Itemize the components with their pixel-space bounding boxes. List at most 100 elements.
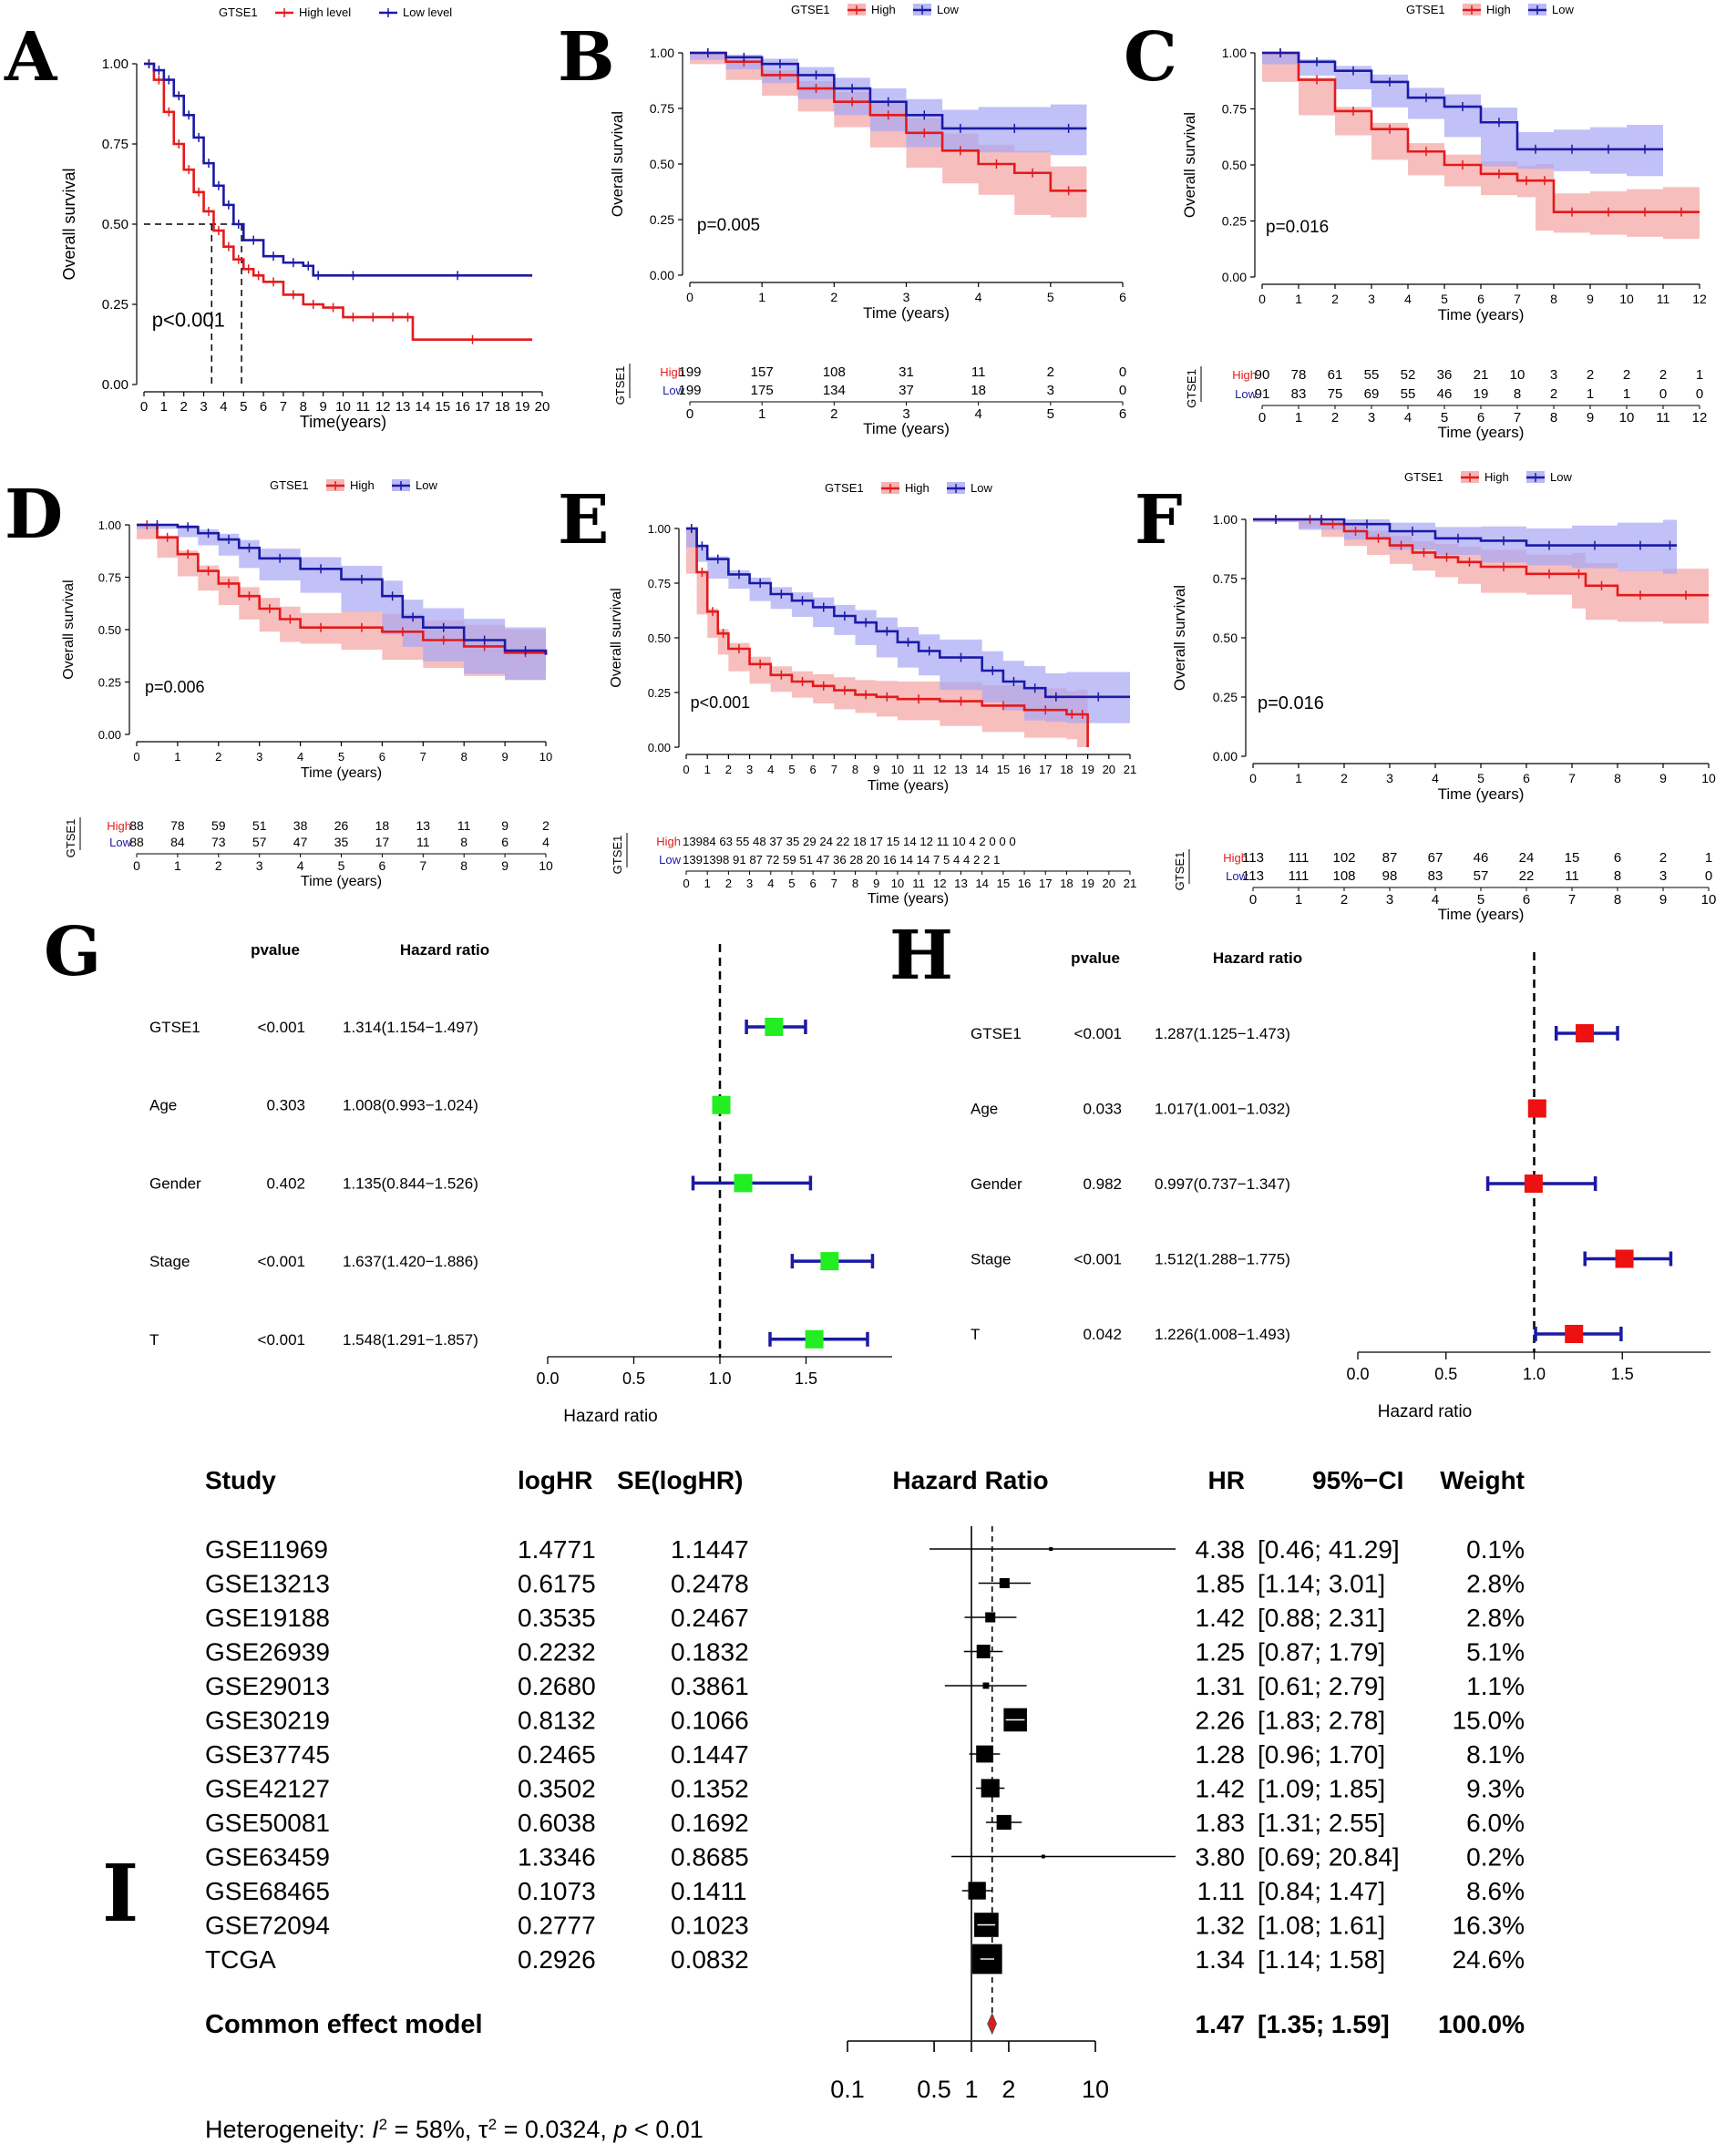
study-se: 0.1352 [671,1775,749,1803]
heterogeneity-part: 2 [379,2116,387,2133]
row-label-H: GTSE1 [971,1025,1022,1042]
x-tick-label-G: 0.0 [536,1369,559,1388]
x-tick-label-F: 7 [1568,771,1576,785]
study-se: 0.1447 [671,1740,749,1769]
risk-axis-label-C: 8 [1550,410,1557,426]
legend-label-B-0: High [871,3,896,16]
y-tick-label-D: 1.00 [98,518,121,532]
risk-group-label-F-low: Low [1226,869,1248,883]
x-axis-label-C: Time (years) [1438,306,1525,323]
x-tick-label-C: 0 [1258,292,1266,306]
y-tick-label-C: 0.00 [1222,270,1247,284]
risk-axis-label-E: 8 [852,877,858,890]
y-tick-label-A: 0.75 [102,137,128,152]
panel-letter-E: E [558,481,609,559]
study-name: GSE19188 [205,1604,330,1632]
x-tick-label-D: 10 [539,750,552,764]
x-tick-label-I: 0.5 [917,2076,951,2103]
x-tick-label-E: 4 [767,763,774,776]
study-hr: 1.34 [1196,1945,1246,1974]
header-loghr: logHR [518,1466,592,1494]
risk-group-label-B-high: High [660,365,684,379]
study-ci: [0.84; 1.47] [1258,1877,1385,1905]
risk-count-B: 37 [899,383,914,398]
km-curve-E-high [686,527,1089,747]
risk-count-B: 11 [971,364,986,380]
risk-count-F: 102 [1332,850,1355,866]
risk-axis-label-E: 17 [1039,877,1053,890]
x-tick-label-C: 2 [1331,292,1339,306]
risk-xlabel-D: Time (years) [301,874,382,889]
common-effect-label: Common effect model [205,2010,483,2039]
x-tick-label-G: 0.5 [622,1369,645,1388]
risk-count-C: 90 [1255,367,1270,383]
hr-point-G [712,1095,731,1114]
risk-axis-label-D: 9 [501,858,508,873]
risk-count-C: 0 [1659,386,1667,402]
x-tick-label-A: 1 [160,399,168,415]
risk-axis-label-D: 4 [297,858,304,873]
risk-count-F: 0 [1705,868,1712,884]
risk-count-F: 6 [1614,850,1621,866]
x-tick-label-A: 4 [220,399,227,415]
risk-axis-label-E: 5 [788,877,795,890]
risk-count-D: 35 [334,835,349,849]
risk-count-D: 8 [460,835,467,849]
risk-count-C: 1 [1623,386,1630,402]
study-loghr: 0.2680 [518,1672,596,1700]
x-tick-label-A: 13 [395,399,411,415]
risk-table-label-B: GTSE1 [613,366,627,405]
study-ci: [1.09; 1.85] [1258,1775,1385,1803]
x-tick-label-F: 5 [1477,771,1484,785]
km-curve-C-low [1262,51,1663,151]
study-name: GSE37745 [205,1740,330,1769]
legend-title-B: GTSE1 [791,3,830,16]
x-tick-label-E: 3 [746,763,753,776]
risk-count-C: 3 [1550,367,1557,383]
study-se: 0.1411 [671,1877,747,1905]
study-weight: 5.1% [1466,1638,1525,1667]
risk-count-C: 19 [1474,386,1489,402]
study-weight: 24.6% [1453,1945,1525,1974]
legend-title-F: GTSE1 [1404,470,1443,484]
x-tick-label-D: 0 [133,750,139,764]
risk-axis-label-E: 13 [954,877,968,890]
x-tick-label-A: 15 [435,399,450,415]
risk-count-D: 6 [501,835,508,849]
common-hr: 1.47 [1196,2010,1246,2038]
risk-axis-label-C: 7 [1514,410,1521,426]
legend-title-A: GTSE1 [219,5,258,19]
x-tick-label-D: 1 [174,750,180,764]
p-value-D: p=0.006 [145,678,205,696]
risk-count-C: 52 [1401,367,1416,383]
risk-count-C: 75 [1328,386,1343,402]
study-hr: 1.42 [1196,1604,1246,1632]
legend-title-D: GTSE1 [270,478,309,492]
risk-count-F: 111 [1289,850,1310,866]
heterogeneity-part: p [612,2116,627,2143]
study-name: GSE50081 [205,1809,330,1837]
risk-count-C: 2 [1623,367,1630,383]
row-label-H: Stage [971,1251,1011,1268]
y-tick-label-C: 1.00 [1222,46,1247,60]
risk-axis-label-C: 5 [1441,410,1448,426]
y-tick-label-E: 0.25 [648,686,671,700]
risk-axis-label-C: 3 [1368,410,1375,426]
panel-letter-G: G [44,913,101,991]
risk-count-F: 8 [1614,868,1621,884]
risk-count-C: 55 [1364,367,1380,383]
risk-xlabel-F: Time (years) [1438,906,1525,923]
km-curve-A-high-level [144,62,533,342]
x-axis-label-E: Time (years) [868,778,949,794]
x-tick-label-D: 7 [420,750,426,764]
x-tick-label-H: 1.0 [1523,1365,1546,1383]
study-name: GSE11969 [205,1535,328,1564]
row-hr-G: 1.314(1.154−1.497) [343,1019,478,1036]
risk-count-B: 199 [678,364,701,380]
x-tick-label-A: 8 [300,399,307,415]
heterogeneity-part: 2 [488,2116,497,2133]
study-hr: 1.11 [1197,1877,1245,1905]
y-tick-label-A: 0.50 [102,217,128,232]
risk-axis-label-C: 11 [1656,410,1670,426]
x-tick-label-I: 0.1 [830,2076,865,2103]
